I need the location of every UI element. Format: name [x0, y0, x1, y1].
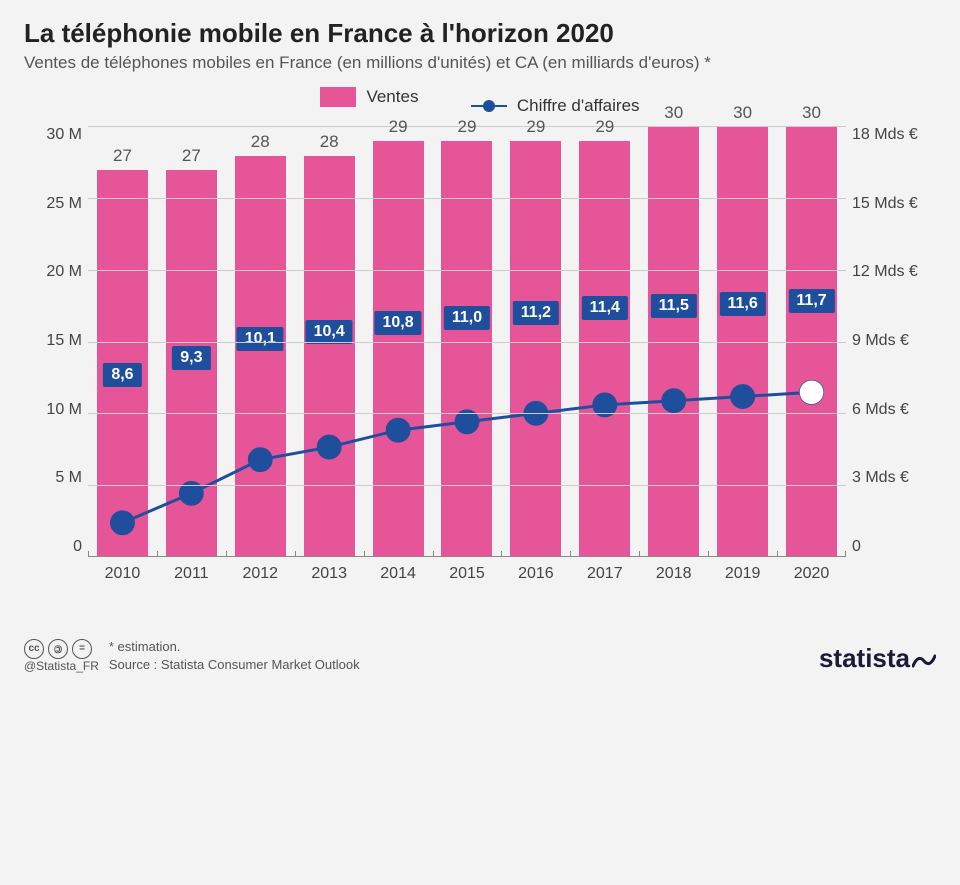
legend-label-ventes: Ventes: [366, 87, 418, 107]
y-right-tick: 15 Mds €: [852, 195, 930, 213]
cc-by-icon: 🄯: [48, 639, 68, 659]
y-right-tick: 9 Mds €: [852, 332, 930, 350]
chart-subtitle: Ventes de téléphones mobiles en France (…: [24, 53, 936, 73]
cc-icons: cc 🄯 = @Statista_FR: [24, 639, 99, 673]
line-value-badge: 9,3: [172, 346, 210, 370]
footer: cc 🄯 = @Statista_FR * estimation. Source…: [24, 638, 936, 674]
y-left-tick: 0: [30, 538, 82, 556]
x-tick: 2011: [157, 556, 226, 596]
x-tick: 2017: [570, 556, 639, 596]
gridline: [88, 198, 846, 199]
bar-value-label: 30: [639, 103, 708, 123]
y-left-tick: 30 M: [30, 126, 82, 144]
y-left-tick: 10 M: [30, 401, 82, 419]
x-tick: 2019: [708, 556, 777, 596]
y-right-tick: 6 Mds €: [852, 401, 930, 419]
x-tick: 2018: [639, 556, 708, 596]
legend-swatch-bar: [320, 87, 356, 107]
x-tick: 2014: [364, 556, 433, 596]
chart-title: La téléphonie mobile en France à l'horiz…: [24, 18, 936, 49]
gridline: [88, 270, 846, 271]
gridline: [88, 413, 846, 414]
x-axis: 2010201120122013201420152016201720182019…: [88, 556, 846, 596]
x-tick: 2012: [226, 556, 295, 596]
bar-value-label: 30: [777, 103, 846, 123]
handle: @Statista_FR: [24, 659, 99, 673]
line-value-badge: 11,0: [444, 306, 490, 330]
y-right-tick: 0: [852, 538, 930, 556]
x-tick: 2013: [295, 556, 364, 596]
line-value-badge: 11,4: [582, 296, 628, 320]
cc-nd-icon: =: [72, 639, 92, 659]
y-axis-right: 18 Mds € 15 Mds € 12 Mds € 9 Mds € 6 Mds € 3 …: [852, 126, 930, 556]
footer-left: cc 🄯 = @Statista_FR * estimation. Source…: [24, 638, 360, 674]
legend-item-ca: Chiffre d'affaires: [471, 96, 640, 116]
line-value-badge: 11,6: [719, 292, 765, 316]
line-value-badge: 8,6: [103, 363, 141, 387]
x-tick: 2010: [88, 556, 157, 596]
line-value-badge: 11,5: [651, 294, 697, 318]
source: Source : Statista Consumer Market Outloo…: [109, 656, 360, 674]
line-value-badge: 11,7: [788, 289, 834, 313]
y-left-tick: 5 M: [30, 469, 82, 487]
legend-swatch-line: [471, 105, 507, 107]
cc-icon: cc: [24, 639, 44, 659]
y-right-tick: 3 Mds €: [852, 469, 930, 487]
y-right-tick: 12 Mds €: [852, 263, 930, 281]
plot-area: 2727282829292929303030 8,69,310,110,410,…: [88, 126, 846, 556]
statista-logo: statista: [819, 643, 936, 674]
footnote: * estimation.: [109, 638, 360, 656]
legend-item-ventes: Ventes: [320, 87, 418, 107]
y-axis-left: 30 M 25 M 20 M 15 M 10 M 5 M 0: [30, 126, 82, 556]
gridline: [88, 342, 846, 343]
gridline: [88, 485, 846, 486]
legend-label-ca: Chiffre d'affaires: [517, 96, 640, 116]
bar-value-label: 30: [708, 103, 777, 123]
chart-card: La téléphonie mobile en France à l'horiz…: [0, 0, 960, 684]
line-value-badge: 10,8: [375, 311, 422, 335]
y-left-tick: 25 M: [30, 195, 82, 213]
y-left-tick: 15 M: [30, 332, 82, 350]
line-value-badge: 11,2: [513, 301, 559, 325]
statista-wave-icon: [912, 650, 936, 668]
y-left-tick: 20 M: [30, 263, 82, 281]
x-tick: 2020: [777, 556, 846, 596]
chart-area: 30 M 25 M 20 M 15 M 10 M 5 M 0 18 Mds € 15 Mds …: [30, 126, 930, 596]
line-value-badge: 10,1: [237, 327, 284, 351]
y-right-tick: 18 Mds €: [852, 126, 930, 144]
footer-meta: * estimation. Source : Statista Consumer…: [109, 638, 360, 674]
x-tick: 2016: [501, 556, 570, 596]
x-tick: 2015: [433, 556, 502, 596]
